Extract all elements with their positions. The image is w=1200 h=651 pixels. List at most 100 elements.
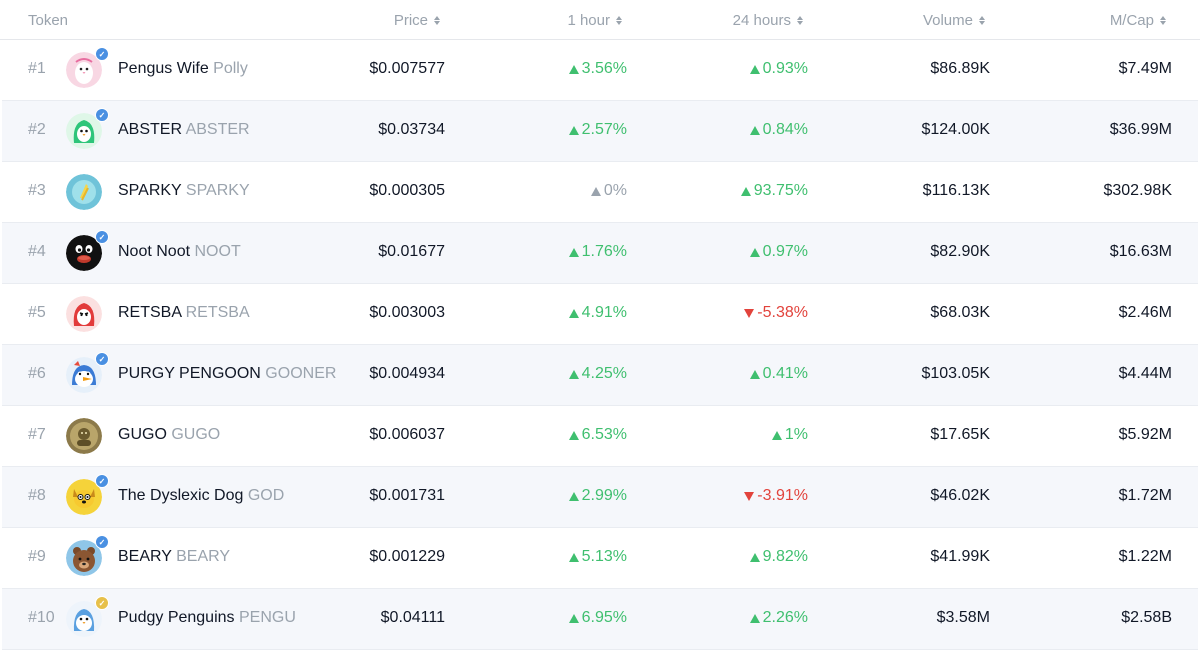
table-row[interactable]: #6 ✓ PURGY PENGOON GOONER $0.004934 4.25… [2,345,1198,406]
token-name-link[interactable]: Pengus Wife Polly [118,60,248,78]
beary-avatar-icon[interactable] [66,540,102,576]
column-header-volume-label: Volume [922,11,973,29]
gugo-avatar-icon[interactable] [66,418,102,454]
token-name-link[interactable]: Pudgy Penguins PENGU [118,609,296,627]
token-volume: $68.03K [930,304,990,321]
h1-value: 4.25% [581,365,627,382]
up-triangle-icon [749,552,760,562]
table-row[interactable]: #5 RETSBA RETSBA $0.003003 4.91% -5.38% … [2,284,1198,345]
verified-badge-icon: ✓ [95,596,109,610]
verified-badge-icon: ✓ [95,474,109,488]
token-mcap: $1.72M [1118,487,1172,504]
column-header-price-label: Price [393,11,428,29]
token-price: $0.004934 [369,365,445,382]
up-triangle-icon [749,247,760,257]
up-triangle-icon [568,613,579,623]
table-row[interactable]: #8 ✓ The Dyslexic Dog GOD $0.001731 2.99… [2,467,1198,528]
token-name-link[interactable]: BEARY BEARY [118,548,230,566]
token-volume: $17.65K [930,426,990,443]
column-header-volume[interactable]: Volume [840,11,985,29]
token-name: The Dyslexic Dog [118,487,244,504]
h1-change: 4.25% [568,365,627,383]
purgy-pengoon-avatar-icon[interactable] [66,357,102,393]
table-header: Token Price 1 hour 24 hours Volume M/Cap [0,0,1200,40]
h24-value: 0.97% [762,243,808,260]
token-volume: $86.89K [930,60,990,77]
column-header-price[interactable]: Price [300,11,440,29]
h1-change: 1.76% [568,243,627,261]
change-1-hour-cell: 6.95% [568,609,627,628]
token-symbol: PENGU [238,609,296,626]
up-triangle-icon [568,308,579,318]
token-name-link[interactable]: ABSTER ABSTER [118,121,250,139]
column-header-24-hours[interactable]: 24 hours [660,11,803,29]
pudgy-penguins-avatar-icon[interactable] [66,601,102,637]
token-name-link[interactable]: Noot Noot NOOT [118,243,241,261]
table-row[interactable]: #9 ✓ BEARY BEARY $0.001229 5.13% 9.82% $… [2,528,1198,589]
sparky-avatar-icon[interactable] [66,174,102,210]
change-1-hour-cell: 3.56% [568,60,627,79]
table-row[interactable]: #4 ✓ Noot Noot NOOT $0.01677 1.76% 0.97%… [2,223,1198,284]
up-triangle-icon [771,430,782,440]
h1-value: 2.99% [581,487,627,504]
token-mcap: $302.98K [1103,182,1172,199]
token-price: $0.001229 [369,548,445,565]
noot-avatar-icon[interactable] [66,235,102,271]
table-row[interactable]: #3 SPARKY SPARKY $0.000305 0% 93.75% $11… [2,162,1198,223]
token-mcap: $1.22M [1118,548,1172,565]
h24-change: 0.41% [749,365,808,383]
token-name: RETSBA [118,304,182,321]
h1-value: 2.57% [581,121,627,138]
token-price: $0.000305 [369,182,445,199]
token-mcap: $2.58B [1121,609,1172,626]
retsba-avatar-icon[interactable] [66,296,102,332]
token-name-link[interactable]: PURGY PENGOON GOONER [118,365,336,383]
h24-value: 0.41% [762,365,808,382]
verified-badge-icon: ✓ [95,535,109,549]
h24-change: 0.84% [749,121,808,139]
sort-icon [434,15,440,25]
token-symbol: ABSTER [185,121,250,138]
h24-change: 93.75% [740,182,808,200]
sort-icon [979,15,985,25]
h24-value: 2.26% [762,609,808,626]
table-row[interactable]: #2 ✓ ABSTER ABSTER $0.03734 2.57% 0.84% … [2,101,1198,162]
h24-change: 0.97% [749,243,808,261]
token-name-link[interactable]: The Dyslexic Dog GOD [118,487,284,505]
up-triangle-icon [568,369,579,379]
column-header-mcap[interactable]: M/Cap [1020,11,1166,29]
token-mcap: $2.46M [1118,304,1172,321]
h24-change: 2.26% [749,609,808,627]
abster-avatar-icon[interactable] [66,113,102,149]
h1-value: 3.56% [581,60,627,77]
column-header-mcap-label: M/Cap [1109,11,1154,29]
token-name: Pudgy Penguins [118,609,235,626]
up-triangle-icon [568,64,579,74]
verified-badge-icon: ✓ [95,352,109,366]
h1-change: 4.91% [568,304,627,322]
change-24-hours-cell: 2.26% [749,609,808,628]
token-price: $0.03734 [378,121,445,138]
dyslexic-dog-avatar-icon[interactable] [66,479,102,515]
h1-change: 2.57% [568,121,627,139]
table-row[interactable]: #10 ✓ Pudgy Penguins PENGU $0.04111 6.95… [2,589,1198,650]
token-name-link[interactable]: RETSBA RETSBA [118,304,250,322]
token-name: BEARY [118,548,172,565]
up-triangle-icon [749,369,760,379]
column-header-1-hour[interactable]: 1 hour [480,11,622,29]
up-triangle-icon [568,125,579,135]
token-symbol: GOONER [265,365,337,382]
up-triangle-icon [740,186,751,196]
change-24-hours-cell: -3.91% [744,487,808,506]
token-name-link[interactable]: SPARKY SPARKY [118,182,250,200]
token-name-link[interactable]: GUGO GUGO [118,426,220,444]
token-mcap: $7.49M [1118,60,1172,77]
up-triangle-icon [568,552,579,562]
table-row[interactable]: #7 GUGO GUGO $0.006037 6.53% 1% $17.65K … [2,406,1198,467]
table-row[interactable]: #1 ✓ Pengus Wife Polly $0.007577 3.56% 0… [2,40,1198,101]
token-mcap: $36.99M [1109,121,1172,138]
h24-change: -3.91% [744,487,808,505]
pengus-wife-avatar-icon[interactable] [66,52,102,88]
token-name: SPARKY [118,182,182,199]
change-24-hours-cell: 0.41% [749,365,808,384]
